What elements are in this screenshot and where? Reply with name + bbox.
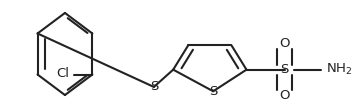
Text: O: O — [280, 89, 290, 102]
Text: NH$_2$: NH$_2$ — [326, 62, 353, 77]
Text: O: O — [280, 37, 290, 50]
Text: Cl: Cl — [56, 67, 69, 80]
Text: S: S — [209, 85, 217, 98]
Text: S: S — [281, 63, 289, 76]
Text: S: S — [150, 80, 158, 93]
